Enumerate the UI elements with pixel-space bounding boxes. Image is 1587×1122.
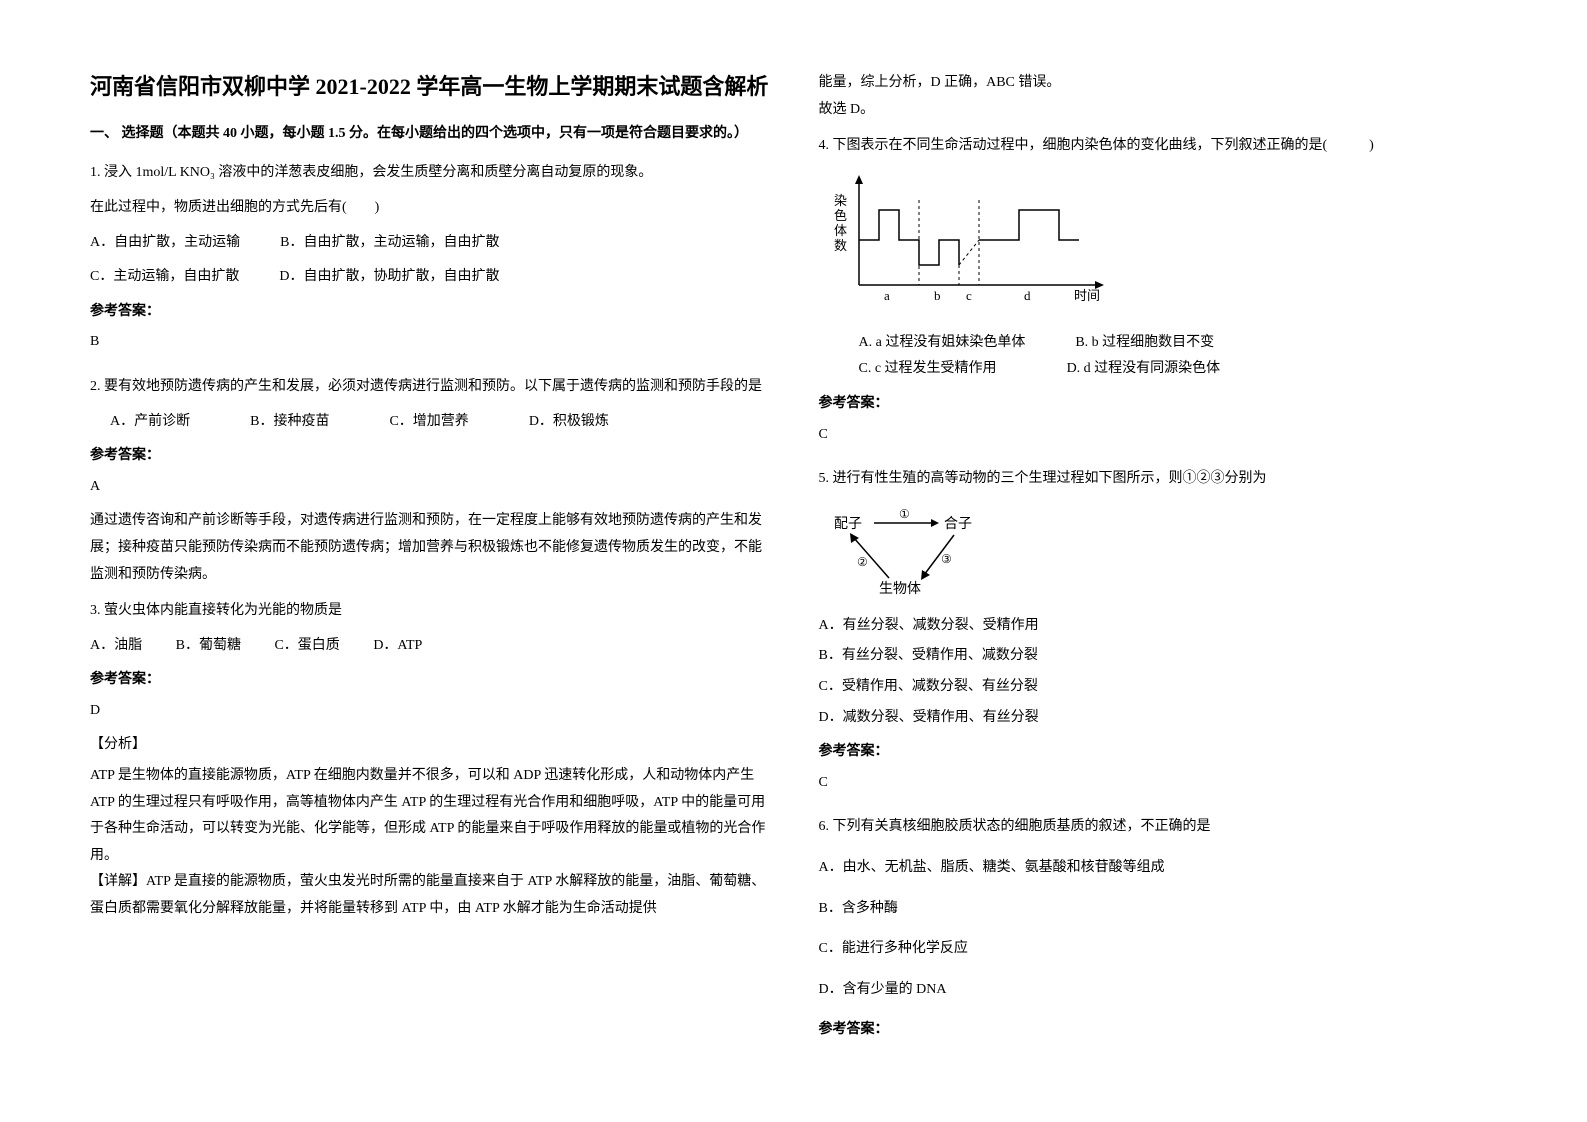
- q2-option-d: D．积极锻炼: [529, 409, 609, 436]
- y-label-char2: 色: [834, 208, 847, 223]
- q1-option-d: D．自由扩散，协助扩散，自由扩散: [279, 264, 499, 291]
- q2-text: 2. 要有效地预防遗传病的产生和发展，必须对遗传病进行监测和预防。以下属于遗传病…: [90, 374, 769, 401]
- q6-option-d: D．含有少量的 DNA: [819, 977, 1498, 1004]
- q4-option-c: C. c 过程发生受精作用: [859, 356, 997, 383]
- q4-answer: C: [819, 422, 1498, 449]
- q5-text: 5. 进行有性生殖的高等动物的三个生理过程如下图所示，则①②③分别为: [819, 466, 1498, 493]
- y-label-char4: 数: [834, 238, 847, 253]
- q4-text: 4. 下图表示在不同生命活动过程中，细胞内染色体的变化曲线，下列叙述正确的是( …: [819, 133, 1498, 160]
- question-6: 6. 下列有关真核细胞胶质状态的细胞质基质的叙述，不正确的是 A．由水、无机盐、…: [819, 814, 1498, 1048]
- document-title: 河南省信阳市双柳中学 2021-2022 学年高一生物上学期期末试题含解析: [90, 70, 769, 103]
- q4-option-a: A. a 过程没有姐妹染色单体: [859, 330, 1026, 357]
- q2-option-c: C．增加营养: [389, 409, 468, 436]
- q2-explanation: 通过遗传咨询和产前诊断等手段，对遗传病进行监测和预防，在一定程度上能够有效地预防…: [90, 508, 769, 588]
- q1-option-c: C．主动运输，自由扩散: [90, 264, 239, 291]
- q1-option-b: B．自由扩散，主动运输，自由扩散: [280, 230, 499, 257]
- process-diagram: 配子 ① 合子 ② ③ 生物体: [819, 503, 1019, 603]
- q1-option-a: A．自由扩散，主动运输: [90, 230, 240, 257]
- question-2: 2. 要有效地预防遗传病的产生和发展，必须对遗传病进行监测和预防。以下属于遗传病…: [90, 374, 769, 588]
- q3-answer-label: 参考答案：: [90, 667, 769, 694]
- q5-answer-label: 参考答案：: [819, 739, 1498, 766]
- q4-answer-label: 参考答案：: [819, 391, 1498, 418]
- q6-option-a: A．由水、无机盐、脂质、糖类、氨基酸和核苷酸等组成: [819, 855, 1498, 882]
- q3-answer: D: [90, 698, 769, 725]
- x-tick-c: c: [966, 288, 972, 303]
- q3-text: 3. 萤火虫体内能直接转化为光能的物质是: [90, 598, 769, 625]
- q2-option-b: B．接种疫苗: [250, 409, 329, 436]
- q1-answer-label: 参考答案：: [90, 299, 769, 326]
- question-1: 1. 浸入 1mol/L KNO₃ 溶液中的洋葱表皮细胞，会发生质壁分离和质壁分…: [90, 160, 769, 364]
- q5-option-a: A．有丝分裂、减数分裂、受精作用: [819, 613, 1498, 640]
- q5-option-d: D．减数分裂、受精作用、有丝分裂: [819, 705, 1498, 732]
- y-label-char3: 体: [834, 223, 847, 238]
- node-gamete: 配子: [834, 516, 862, 532]
- q4-option-d: D. d 过程没有同源染色体: [1067, 356, 1221, 383]
- q3-detail-label: 【详解】: [90, 874, 146, 889]
- label-2: ②: [857, 555, 868, 569]
- q3-option-a: A．油脂: [90, 638, 142, 653]
- question-4: 4. 下图表示在不同生命活动过程中，细胞内染色体的变化曲线，下列叙述正确的是( …: [819, 133, 1498, 456]
- q3-analysis: ATP 是生物体的直接能源物质，ATP 在细胞内数量并不很多，可以和 ADP 迅…: [90, 763, 769, 869]
- q5-option-b: B．有丝分裂、受精作用、减数分裂: [819, 643, 1498, 670]
- q3-options: A．油脂 B．葡萄糖 C．蛋白质 D．ATP: [90, 633, 769, 660]
- q3-option-b: B．葡萄糖: [176, 638, 241, 653]
- q5-answer: C: [819, 770, 1498, 797]
- q2-options: A．产前诊断 B．接种疫苗 C．增加营养 D．积极锻炼: [90, 409, 769, 436]
- q6-option-c: C．能进行多种化学反应: [819, 936, 1498, 963]
- q3-analysis-label: 【分析】: [90, 732, 769, 759]
- q3-option-d: D．ATP: [373, 638, 422, 653]
- q2-answer: A: [90, 474, 769, 501]
- x-label: 时间: [1074, 288, 1100, 303]
- label-3: ③: [941, 552, 952, 566]
- q1-text-line2: 在此过程中，物质进出细胞的方式先后有( ): [90, 195, 769, 222]
- q4-options: A. a 过程没有姐妹染色单体 B. b 过程细胞数目不变 C. c 过程发生受…: [819, 330, 1498, 383]
- q1-answer: B: [90, 329, 769, 356]
- q6-option-b: B．含多种酶: [819, 896, 1498, 923]
- right-column: 能量，综上分析，D 正确，ABC 错误。 故选 D。 4. 下图表示在不同生命活…: [819, 70, 1498, 1052]
- y-label-char1: 染: [834, 193, 847, 208]
- q3-continuation: 能量，综上分析，D 正确，ABC 错误。 故选 D。: [819, 70, 1498, 123]
- node-organism: 生物体: [879, 581, 921, 597]
- x-tick-b: b: [934, 288, 941, 303]
- q3-cont-text2: 故选 D。: [819, 97, 1498, 124]
- q1-options-row1: A．自由扩散，主动运输 B．自由扩散，主动运输，自由扩散: [90, 230, 769, 257]
- q6-answer-label: 参考答案：: [819, 1017, 1498, 1044]
- q5-diagram: 配子 ① 合子 ② ③ 生物体: [819, 503, 1498, 603]
- left-column: 河南省信阳市双柳中学 2021-2022 学年高一生物上学期期末试题含解析 一、…: [90, 70, 769, 1052]
- section-header: 一、 选择题（本题共 40 小题，每小题 1.5 分。在每小题给出的四个选项中，…: [90, 123, 769, 145]
- node-zygote: 合子: [944, 516, 972, 532]
- q3-cont-text1: 能量，综上分析，D 正确，ABC 错误。: [819, 70, 1498, 97]
- chromosome-chart: 染 色 体 数 a b c d 时间: [819, 170, 1139, 320]
- x-tick-a: a: [884, 288, 890, 303]
- q3-detail: 【详解】ATP 是直接的能源物质，萤火虫发光时所需的能量直接来自于 ATP 水解…: [90, 869, 769, 922]
- q1-options-row2: C．主动运输，自由扩散 D．自由扩散，协助扩散，自由扩散: [90, 264, 769, 291]
- q4-option-b: B. b 过程细胞数目不变: [1075, 330, 1214, 357]
- question-5: 5. 进行有性生殖的高等动物的三个生理过程如下图所示，则①②③分别为 配子 ① …: [819, 466, 1498, 804]
- label-1: ①: [899, 507, 910, 521]
- q3-detail-text: ATP 是直接的能源物质，萤火虫发光时所需的能量直接来自于 ATP 水解释放的能…: [90, 874, 765, 916]
- q1-text-line1: 1. 浸入 1mol/L KNO₃ 溶液中的洋葱表皮细胞，会发生质壁分离和质壁分…: [90, 160, 769, 187]
- q6-text: 6. 下列有关真核细胞胶质状态的细胞质基质的叙述，不正确的是: [819, 814, 1498, 841]
- x-tick-d: d: [1024, 288, 1031, 303]
- q4-chart: 染 色 体 数 a b c d 时间: [819, 170, 1498, 320]
- q3-option-c: C．蛋白质: [274, 638, 339, 653]
- q2-option-a: A．产前诊断: [110, 409, 190, 436]
- q2-answer-label: 参考答案：: [90, 443, 769, 470]
- q5-option-c: C．受精作用、减数分裂、有丝分裂: [819, 674, 1498, 701]
- question-3: 3. 萤火虫体内能直接转化为光能的物质是 A．油脂 B．葡萄糖 C．蛋白质 D．…: [90, 598, 769, 923]
